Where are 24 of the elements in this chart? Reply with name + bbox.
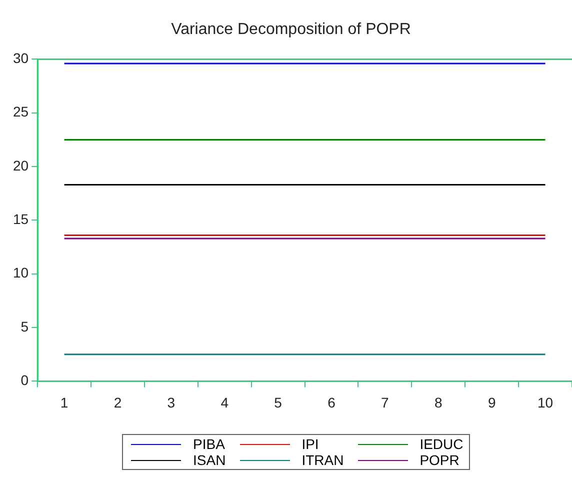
y-tick-label: 10	[12, 264, 29, 281]
x-tick-label: 2	[114, 394, 122, 410]
x-tick-label: 6	[328, 394, 336, 410]
x-tick-label: 3	[167, 394, 176, 410]
x-tick-label: 1	[60, 394, 68, 410]
y-tick-label: 0	[20, 372, 29, 388]
chart-title: Variance Decomposition of POPR	[171, 21, 411, 38]
y-tick-label: 20	[12, 157, 29, 174]
y-tick-label: 25	[12, 104, 29, 120]
x-tick-label: 10	[537, 394, 554, 410]
legend-label: IEDUC	[420, 436, 464, 452]
y-tick-label: 5	[20, 318, 29, 334]
x-tick-label: 5	[274, 394, 282, 410]
x-tick-label: 7	[381, 394, 390, 410]
legend-label: ISAN	[193, 452, 226, 468]
y-tick-label: 15	[12, 211, 29, 228]
y-tick-label: 30	[12, 50, 29, 66]
legend-label: PIBA	[193, 436, 225, 452]
legend-label: POPR	[420, 452, 460, 468]
x-tick-label: 8	[434, 394, 442, 410]
legend-label: IPI	[302, 436, 319, 452]
legend-label: ITRAN	[302, 452, 344, 468]
x-tick-label: 9	[488, 394, 496, 410]
x-tick-label: 4	[220, 394, 229, 410]
